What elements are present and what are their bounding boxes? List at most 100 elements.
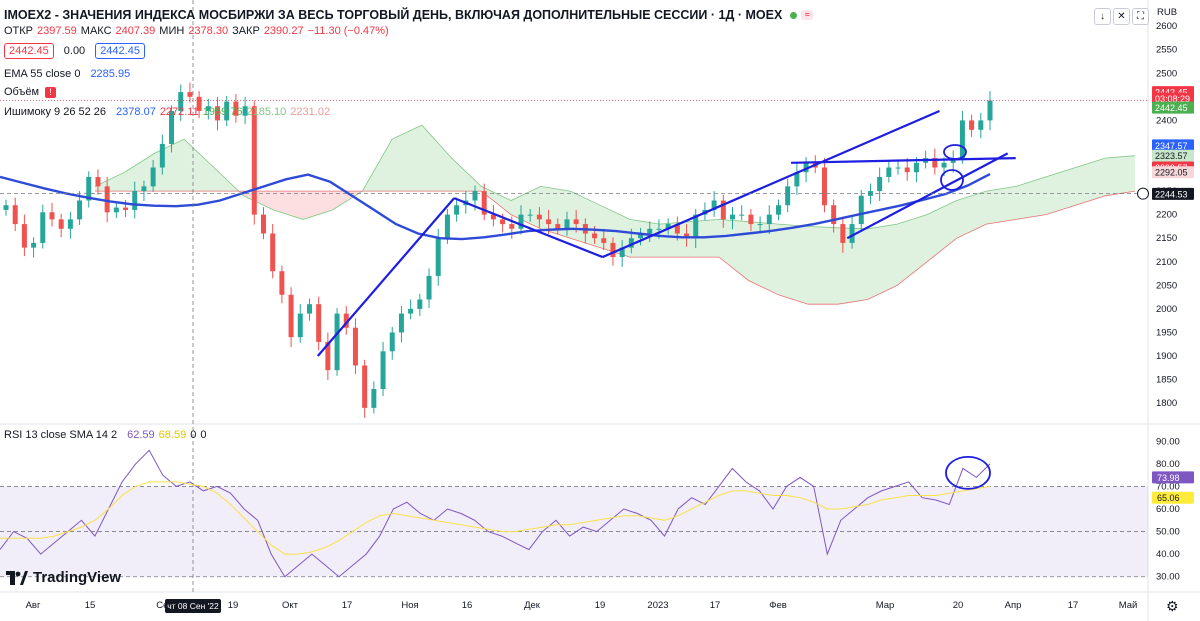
price-axis-tag [1152,187,1194,200]
ichimoku-lead2: 2231.02 [290,106,331,118]
candle-body [123,207,129,210]
candle-body [803,162,809,173]
close-button[interactable]: ✕ [1113,8,1130,25]
candle-body [215,106,221,121]
ichimoku-cloud-segment [1016,176,1046,220]
ichimoku-lead1-line [94,124,1136,230]
time-tick-label: 19 [595,600,606,611]
candle-body [389,332,395,352]
candle-body [877,176,883,192]
tradingview-logo-text: TradingView [33,569,122,586]
symbol-title: IMOEX2 - ЗНАЧЕНИЯ ИНДЕКСА МОСБИРЖИ ЗА ВЕ… [4,8,783,22]
candle-body [417,299,423,309]
candle-body [858,195,864,225]
price-axis-tag-text: 2442.45 [1155,103,1188,113]
volume-legend[interactable]: Объём ! [4,86,57,98]
crosshair-date-tag [165,599,221,613]
price-tick-label: 2200 [1156,210,1177,221]
rsi-axis-tag [1152,491,1194,504]
price-axis-tag [1152,139,1194,152]
candle-body [444,214,450,239]
candle-body [987,100,993,121]
ichimoku-cloud-segment [986,186,1017,225]
open-label: ОТКР [4,25,34,37]
price-pills-row: 2442.45 0.00 2442.45 [4,43,145,59]
rsi-extra-1: 0 [190,429,197,441]
candle-body [95,176,101,187]
ichimoku-label: Ишимоку 9 26 52 26 [4,106,107,118]
crosshair-date-text: чт 08 Сен '22 [167,601,219,611]
candle-body [454,205,460,215]
candle-body [693,214,699,239]
candle-body [481,191,487,215]
settings-gear-icon[interactable]: ⚙ [1166,598,1179,614]
candle-body [113,207,119,213]
candle-body [546,219,552,225]
candle-body [169,110,175,144]
ichimoku-cloud-segment [927,200,957,262]
high-label: МАКС [80,25,112,37]
candle-body [242,106,248,116]
price-tick-label: 2100 [1156,257,1177,268]
candle-body [592,233,598,239]
candle-body [720,200,726,220]
candle-body [941,162,947,168]
price-axis-tag [1152,101,1194,114]
rsi-legend[interactable]: RSI 13 close SMA 14 2 62.59 68.59 0 0 [4,429,206,441]
tradingview-logo[interactable]: TradingView [6,569,121,586]
rsi-highlight-circle [945,455,991,490]
rsi-tick-label: 40.00 [1156,549,1180,560]
currency-label[interactable]: RUB [1157,7,1178,18]
ichimoku-legend[interactable]: Ишимоку 9 26 52 26 2378.07 2272.11 1959.… [4,106,330,118]
candle-body [150,167,156,187]
candle-body [40,212,46,243]
sell-price-pill[interactable]: 2442.45 [4,43,54,59]
chart-title: IMOEX2 - ЗНАЧЕНИЯ ИНДЕКСА МОСБИРЖИ ЗА ВЕ… [4,8,814,22]
ichimoku-cloud-segment [243,191,274,210]
candle-body [132,191,138,210]
download-button[interactable]: ↓ [1094,8,1111,25]
ichimoku-cloud-segment [392,125,422,192]
rsi-sma-value: 68.59 [158,429,187,441]
ichimoku-lead1: 2185.10 [246,106,287,118]
candle-body [398,313,404,333]
rsi-tick-label: 70.00 [1156,481,1180,492]
candle-body [3,205,9,210]
rsi-axis-tag-text: 65.06 [1157,493,1180,503]
candle-body [426,275,432,300]
buy-price-pill[interactable]: 2442.45 [95,43,145,59]
rsi-tick-label: 60.00 [1156,504,1180,515]
candle-body [564,219,570,229]
ema-label: EMA 55 close 0 [4,68,81,80]
alert-badge[interactable]: ≈ [801,10,814,20]
rsi-axis-tag [1152,471,1194,484]
price-tick-label: 2150 [1156,233,1177,244]
ichimoku-cloud-segment [956,191,987,239]
candle-body [380,351,386,390]
price-tick-label: 2500 [1156,68,1177,79]
candle-body [684,233,690,239]
price-axis-tag-text: 2442.45 [1155,88,1188,98]
candle-body [251,106,257,215]
ichimoku-cloud-segment [1075,158,1106,206]
ema-legend[interactable]: EMA 55 close 0 2285.95 [4,68,130,80]
rsi-series-line [0,449,991,578]
candle-body [224,101,230,121]
candle-body [831,205,837,225]
time-tick-label: Мар [876,600,895,611]
candle-body [757,224,763,226]
fullscreen-button[interactable]: ⛶ [1132,8,1149,25]
ichimoku-cloud-segment [837,227,868,305]
time-tick-label: 2023 [647,600,668,611]
candle-body [279,271,285,295]
candle-body [196,96,202,111]
low-value: 2378.30 [188,25,229,37]
candle-body [647,228,653,234]
rsi-label: RSI 13 close SMA 14 2 [4,429,118,441]
time-tick-label: 19 [228,600,239,611]
candle-body [730,214,736,220]
candle-body [821,167,827,206]
candle-body [408,308,414,314]
rsi-axis-tag-text: 73.98 [1157,473,1180,483]
